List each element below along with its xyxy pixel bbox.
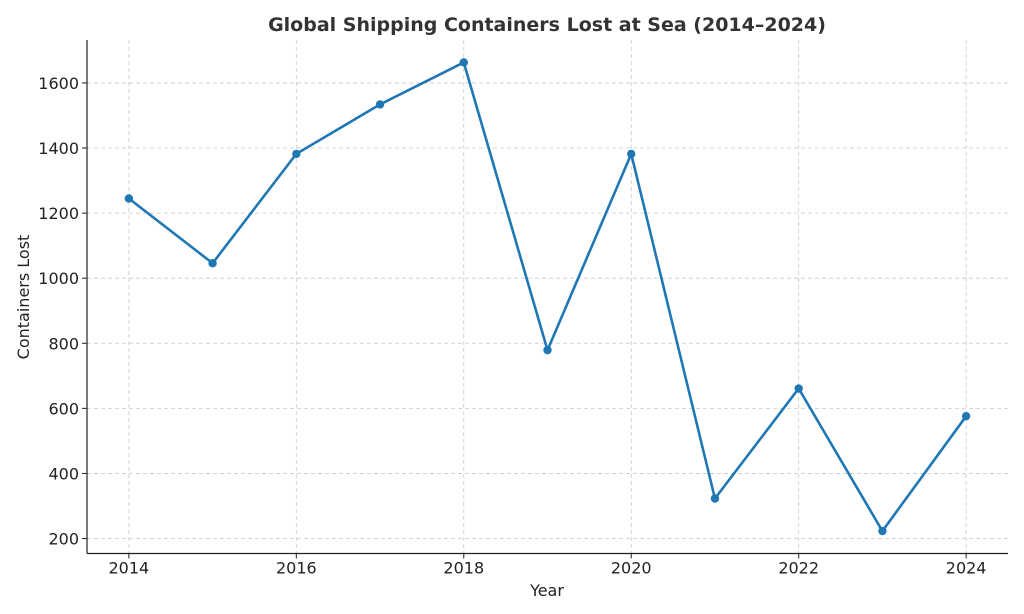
x-tick-label: 2022 bbox=[778, 559, 819, 578]
chart-title: Global Shipping Containers Lost at Sea (… bbox=[268, 14, 826, 36]
data-point-2022 bbox=[794, 384, 803, 393]
x-axis-label: Year bbox=[529, 581, 564, 600]
y-tick-label: 1000 bbox=[38, 269, 79, 288]
data-point-2024 bbox=[961, 411, 971, 421]
x-tick-label: 2016 bbox=[276, 559, 317, 578]
x-tick-label: 2020 bbox=[611, 559, 652, 578]
grid bbox=[87, 40, 1008, 554]
data-point-2019 bbox=[543, 345, 552, 355]
data-point-2016 bbox=[292, 149, 301, 159]
y-axis-label: Containers Lost bbox=[14, 235, 33, 360]
y-tick-label: 1400 bbox=[38, 139, 79, 158]
y-tick-label: 1600 bbox=[38, 74, 79, 93]
data-point-2015 bbox=[208, 259, 217, 268]
series-line bbox=[128, 61, 968, 533]
y-tick-label: 1200 bbox=[38, 204, 79, 223]
y-tick-label: 600 bbox=[48, 399, 79, 418]
data-point-2018 bbox=[459, 58, 468, 67]
data-point-2014 bbox=[124, 194, 134, 203]
x-tick-label: 2014 bbox=[109, 559, 150, 578]
data-point-2017 bbox=[375, 100, 385, 109]
series bbox=[124, 58, 971, 536]
y-tick-label: 400 bbox=[48, 464, 79, 483]
x-tick-label: 2018 bbox=[443, 559, 484, 578]
y-tick-label: 800 bbox=[48, 334, 79, 353]
x-tick-label: 2024 bbox=[946, 559, 987, 578]
ticks: 2014 2016 2018 2020 2022 2024 200 400 600 800 1000… bbox=[38, 74, 986, 578]
data-point-2021 bbox=[710, 494, 720, 503]
data-point-2020 bbox=[627, 149, 636, 159]
data-point-2023 bbox=[878, 526, 887, 536]
y-tick-label: 200 bbox=[48, 530, 79, 549]
